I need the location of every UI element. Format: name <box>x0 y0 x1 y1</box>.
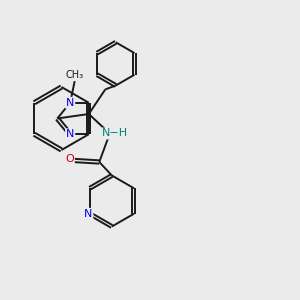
Text: O: O <box>65 154 74 164</box>
Text: N: N <box>66 129 74 139</box>
Text: N: N <box>66 98 74 108</box>
Text: CH₃: CH₃ <box>66 70 84 80</box>
Text: N−H: N−H <box>102 128 128 139</box>
Text: N: N <box>84 209 92 219</box>
